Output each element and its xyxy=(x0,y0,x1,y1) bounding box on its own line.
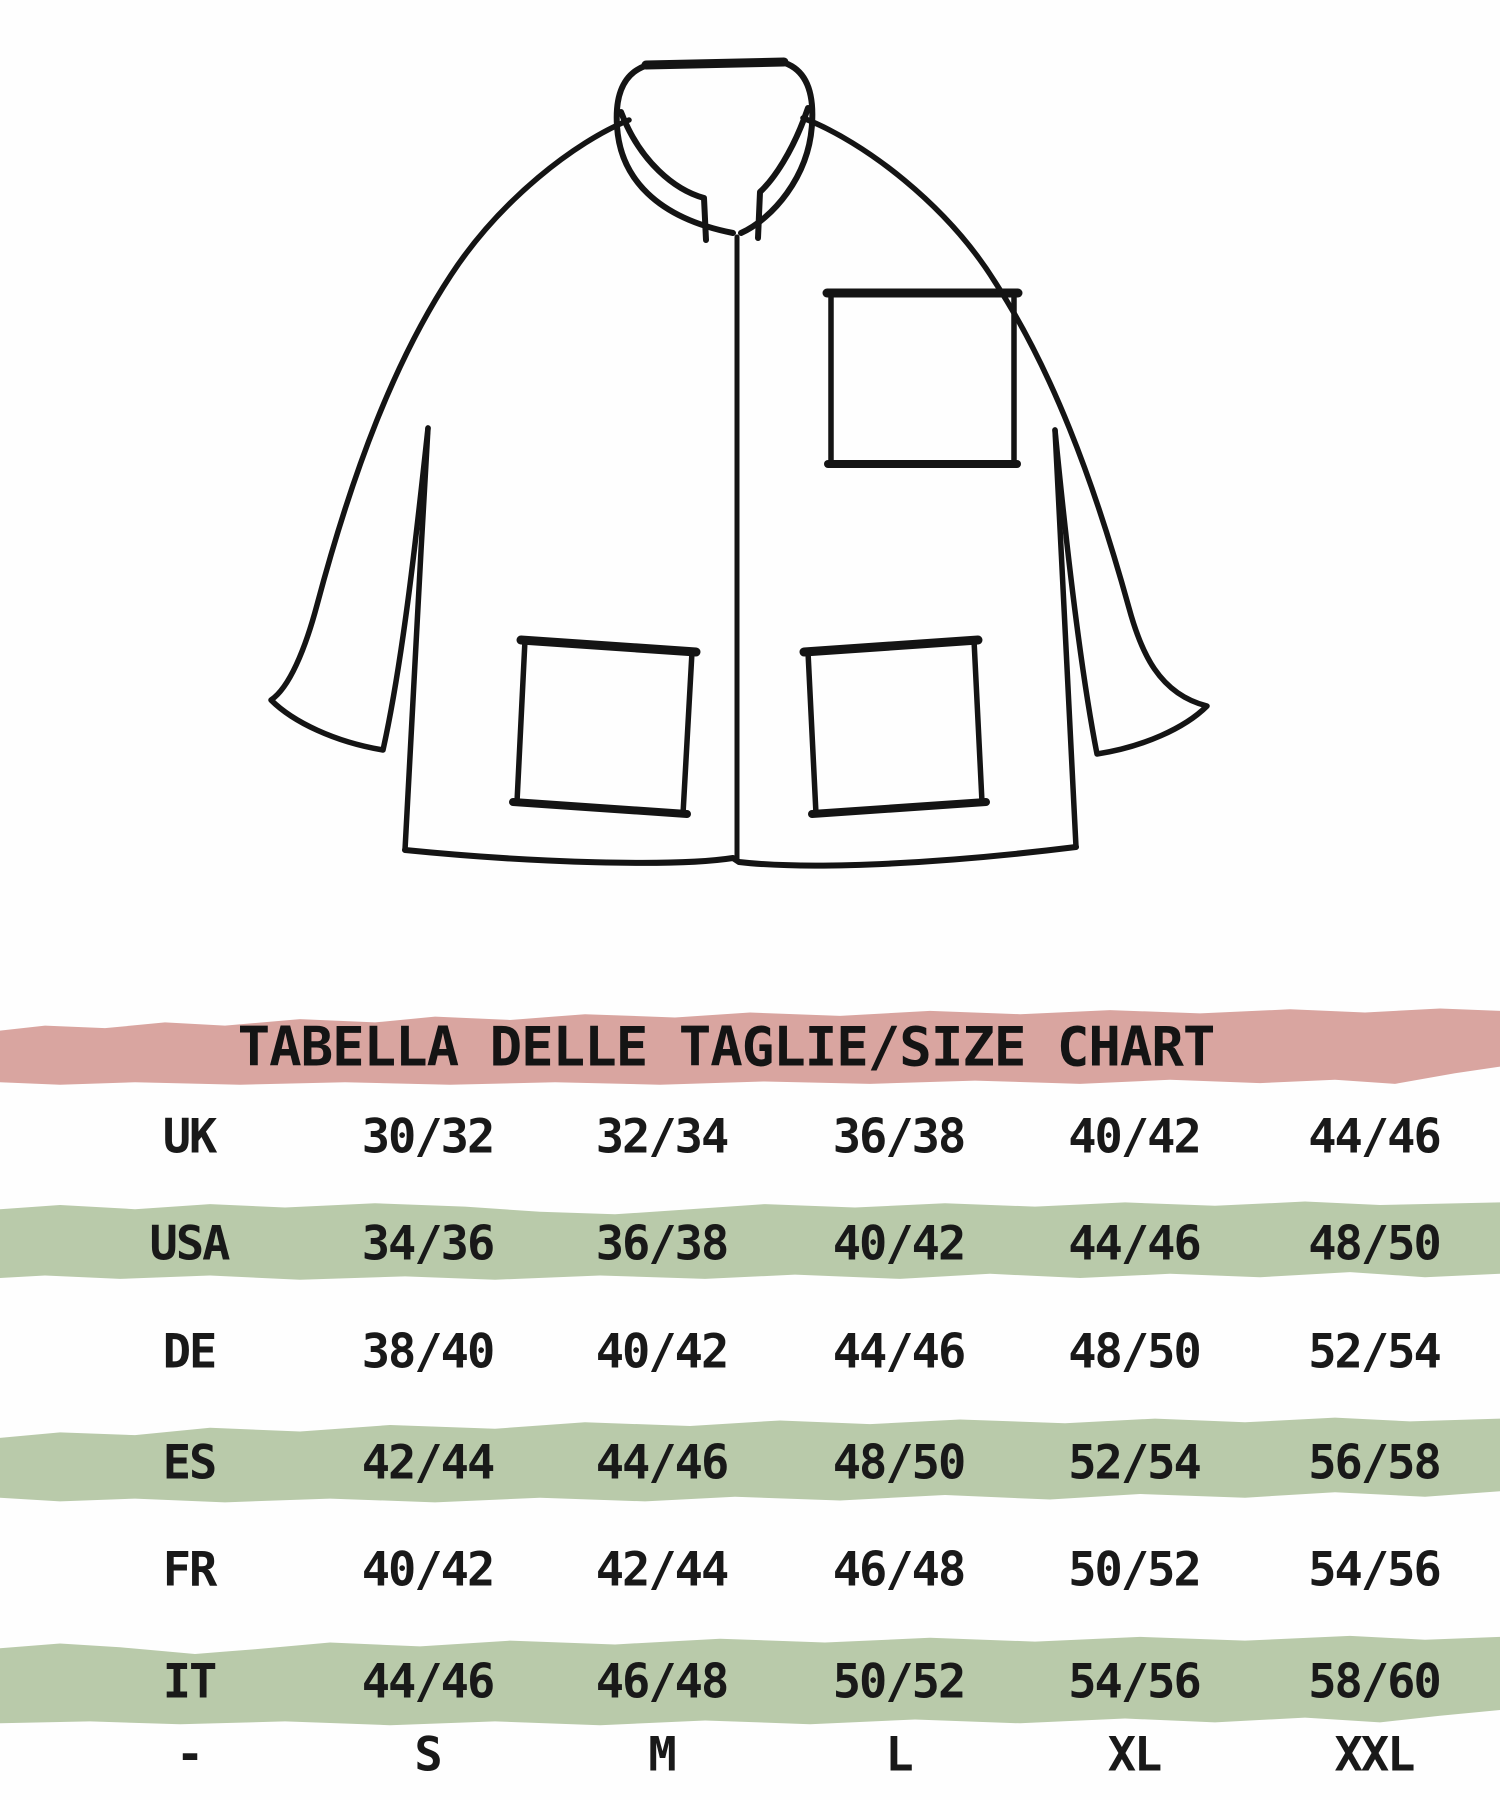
size-cell: 40/42 xyxy=(361,1542,495,1598)
size-cell: 40/42 xyxy=(595,1324,729,1380)
collar-outline xyxy=(613,60,816,236)
row-label: IT xyxy=(162,1654,218,1710)
size-cell: 46/48 xyxy=(595,1654,729,1710)
size-cell: 42/44 xyxy=(595,1542,729,1598)
size-cell: 32/34 xyxy=(595,1109,729,1165)
size-cell: 34/36 xyxy=(361,1216,495,1272)
size-cell: XL xyxy=(1107,1727,1163,1783)
size-cell: M xyxy=(648,1727,676,1783)
size-cell: 40/42 xyxy=(1068,1109,1201,1165)
page-title: TABELLA DELLE TAGLIE/SIZE CHART xyxy=(237,1015,1216,1079)
table-row-it: IT 44/46 46/48 50/52 54/56 58/60 xyxy=(0,1650,1500,1714)
table-row-de: DE 38/40 40/42 44/46 48/50 52/54 xyxy=(0,1320,1500,1384)
highlight-band-it xyxy=(0,1635,1500,1726)
size-cell: 38/40 xyxy=(361,1324,495,1380)
jacket-illustration xyxy=(268,57,1210,869)
row-label: ES xyxy=(162,1435,218,1491)
collar-inner-left xyxy=(618,109,709,243)
collar-inner-right xyxy=(755,105,811,241)
highlight-band-usa xyxy=(0,1201,1500,1280)
right-sleeve xyxy=(800,115,1210,757)
size-cell: 56/58 xyxy=(1308,1435,1441,1491)
table-row-usa: USA 34/36 36/38 40/42 44/46 48/50 xyxy=(0,1212,1500,1276)
size-cell: 30/32 xyxy=(361,1109,495,1165)
hip-pocket-right-top-edge xyxy=(799,635,983,657)
body-right-edge xyxy=(1052,427,1079,850)
size-cell: 36/38 xyxy=(595,1216,729,1272)
size-cell: 44/46 xyxy=(832,1324,966,1380)
size-cell: 52/54 xyxy=(1308,1324,1441,1380)
chest-pocket-outline xyxy=(828,290,1017,467)
size-cell: 48/50 xyxy=(832,1435,966,1491)
size-cell: 42/44 xyxy=(361,1435,495,1491)
hip-pocket-left-bottom-edge xyxy=(509,798,691,818)
size-cell: 48/50 xyxy=(1308,1216,1441,1272)
size-cell: 44/46 xyxy=(1308,1109,1441,1165)
row-label: - xyxy=(175,1727,204,1783)
size-cell: 50/52 xyxy=(832,1654,966,1710)
table-row-fr: FR 40/42 42/44 46/48 50/52 54/56 xyxy=(0,1538,1500,1602)
hip-pocket-left xyxy=(509,635,701,818)
row-label: DE xyxy=(162,1324,218,1380)
chest-pocket xyxy=(822,288,1023,468)
body-left-edge xyxy=(402,425,431,853)
size-cell: 40/42 xyxy=(832,1216,966,1272)
row-label: UK xyxy=(162,1109,218,1165)
hem xyxy=(402,844,1079,869)
row-label: USA xyxy=(149,1216,231,1272)
collar-top-edge xyxy=(641,57,789,70)
size-cell: 58/60 xyxy=(1308,1654,1441,1710)
size-cell: XXL xyxy=(1334,1727,1416,1783)
size-cell: 52/54 xyxy=(1068,1435,1201,1491)
hip-pocket-right-outline xyxy=(805,637,985,817)
size-cell: 50/52 xyxy=(1068,1542,1201,1598)
table-row-uk: UK 30/32 32/34 36/38 40/42 44/46 xyxy=(0,1105,1500,1169)
hip-pocket-left-outline xyxy=(514,637,695,817)
hip-pocket-right-bottom-edge xyxy=(808,798,990,818)
size-cell: 44/46 xyxy=(361,1654,495,1710)
size-cell: 48/50 xyxy=(1068,1324,1201,1380)
table-row-letter-sizes: - S M L XL XXL xyxy=(0,1723,1500,1787)
size-cell: 46/48 xyxy=(832,1542,966,1598)
size-cell: 36/38 xyxy=(832,1109,966,1165)
size-cell: 54/56 xyxy=(1068,1654,1201,1710)
size-cell: L xyxy=(885,1727,913,1783)
row-label: FR xyxy=(162,1542,218,1598)
size-cell: 44/46 xyxy=(595,1435,729,1491)
size-cell: S xyxy=(414,1727,442,1783)
hip-pocket-left-top-edge xyxy=(516,635,701,657)
left-sleeve xyxy=(268,117,632,753)
size-cell: 54/56 xyxy=(1308,1542,1441,1598)
table-row-es: ES 42/44 44/46 48/50 52/54 56/58 xyxy=(0,1431,1500,1495)
size-cell: 44/46 xyxy=(1068,1216,1201,1272)
hip-pocket-right xyxy=(799,635,990,818)
highlight-band-es xyxy=(0,1417,1500,1503)
